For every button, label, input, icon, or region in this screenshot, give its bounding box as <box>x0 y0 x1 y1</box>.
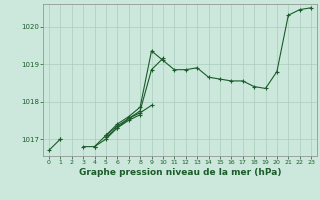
X-axis label: Graphe pression niveau de la mer (hPa): Graphe pression niveau de la mer (hPa) <box>79 168 281 177</box>
